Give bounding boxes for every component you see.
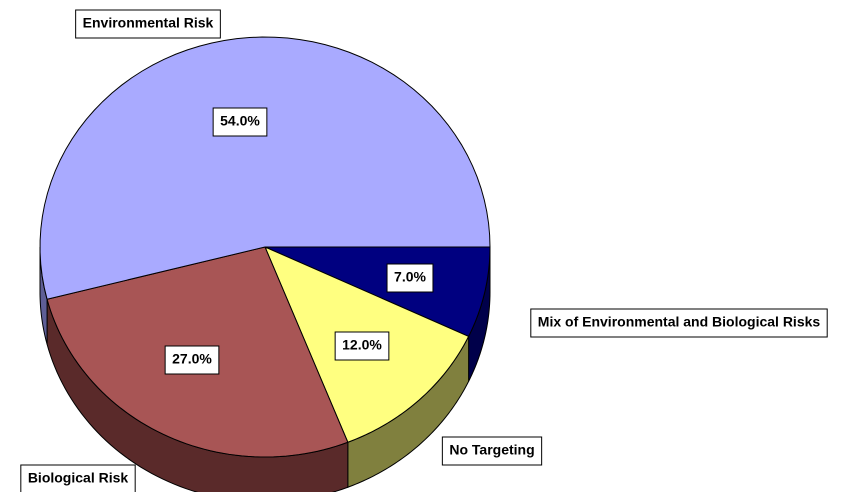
value-label-box (386, 263, 434, 293)
category-label-box (20, 464, 136, 492)
category-label: Biological Risk (28, 470, 129, 486)
value-label: 27.0% (172, 351, 212, 367)
category-label-box (441, 436, 543, 466)
value-label: 7.0% (394, 269, 426, 285)
category-label-box (530, 308, 828, 338)
category-label: Environmental Risk (83, 15, 214, 31)
slice (39, 36, 491, 300)
value-label: 54.0% (220, 113, 260, 129)
slice (264, 246, 491, 338)
category-label-box (75, 9, 221, 39)
value-label: 12.0% (342, 337, 382, 353)
value-label-box (334, 331, 390, 361)
value-label-box (212, 107, 268, 137)
category-label: No Targeting (449, 442, 534, 458)
value-label-box (164, 345, 220, 375)
category-label: Mix of Environmental and Biological Risk… (538, 314, 821, 330)
